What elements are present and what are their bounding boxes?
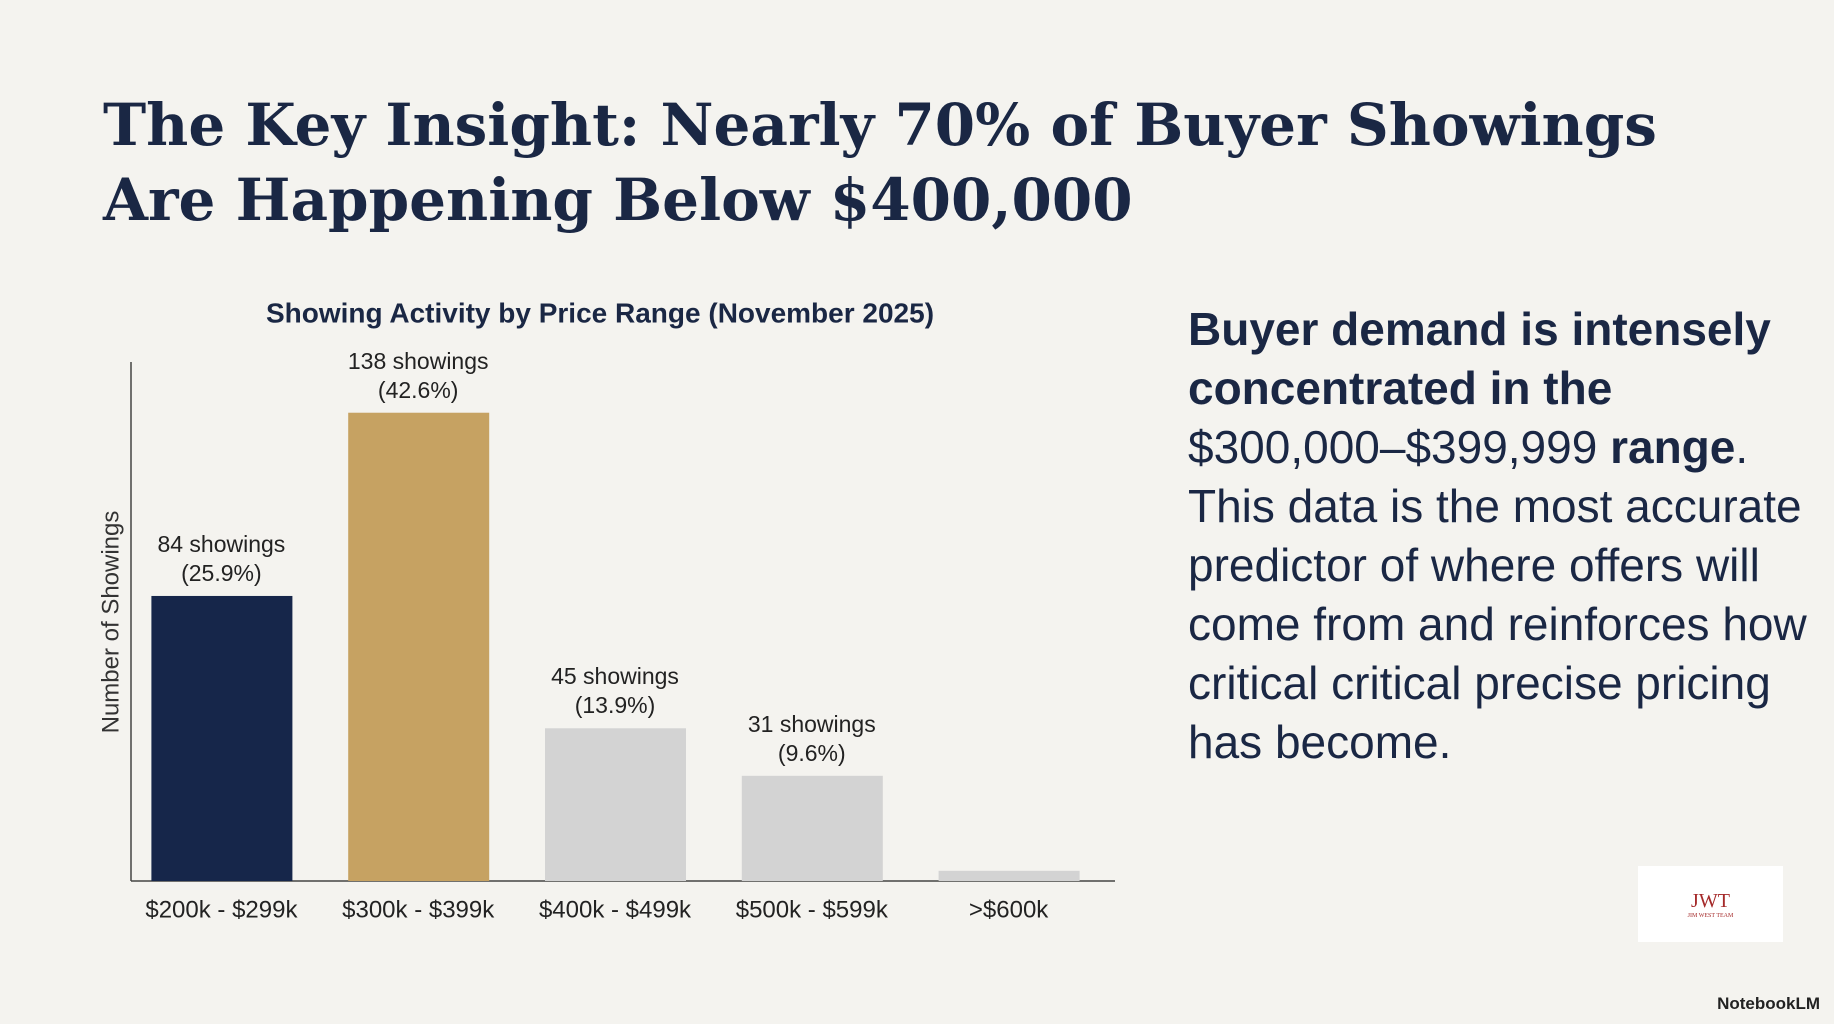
x-tick-label: $200k - $299k <box>145 896 298 923</box>
y-axis-label: Number of Showings <box>97 511 124 734</box>
value-label: 45 showings (13.9%) <box>551 663 679 719</box>
side-text-segment: Buyer demand is intensely concentrated i… <box>1188 303 1771 414</box>
bar <box>741 775 883 881</box>
x-tick-label: $500k - $599k <box>736 896 889 923</box>
side-text-segment: . This data is the most accurate predict… <box>1188 421 1807 768</box>
slide-title: The Key Insight: Nearly 70% of Buyer Sho… <box>103 91 1657 234</box>
watermark: NotebookLM <box>1717 994 1820 1013</box>
side-text-segment: $300,000–$399,999 <box>1188 421 1611 473</box>
x-tick-label: $400k - $499k <box>539 896 692 923</box>
side-text: Buyer demand is intensely concentrated i… <box>1188 300 1818 772</box>
value-label: 138 showings (42.6%) <box>347 347 489 403</box>
bar <box>545 728 686 881</box>
logo-caption: JIM WEST TEAM <box>1687 912 1734 919</box>
x-tick-label: >$600k <box>969 896 1049 923</box>
value-label: 84 showings (25.9%) <box>157 530 286 586</box>
side-text-segment: range <box>1610 421 1736 473</box>
x-tick-label: $300k - $399k <box>342 896 495 923</box>
chart-title: Showing Activity by Price Range (Novembe… <box>266 297 934 328</box>
chart: Showing Activity by Price Range (Novembe… <box>97 297 1115 923</box>
value-label: 31 showings (9.6%) <box>747 710 876 766</box>
logo-mark: JWT <box>1691 889 1730 912</box>
bar <box>151 595 293 881</box>
logo: JWT JIM WEST TEAM <box>1638 866 1783 942</box>
bar <box>938 870 1080 881</box>
bar <box>348 412 490 881</box>
